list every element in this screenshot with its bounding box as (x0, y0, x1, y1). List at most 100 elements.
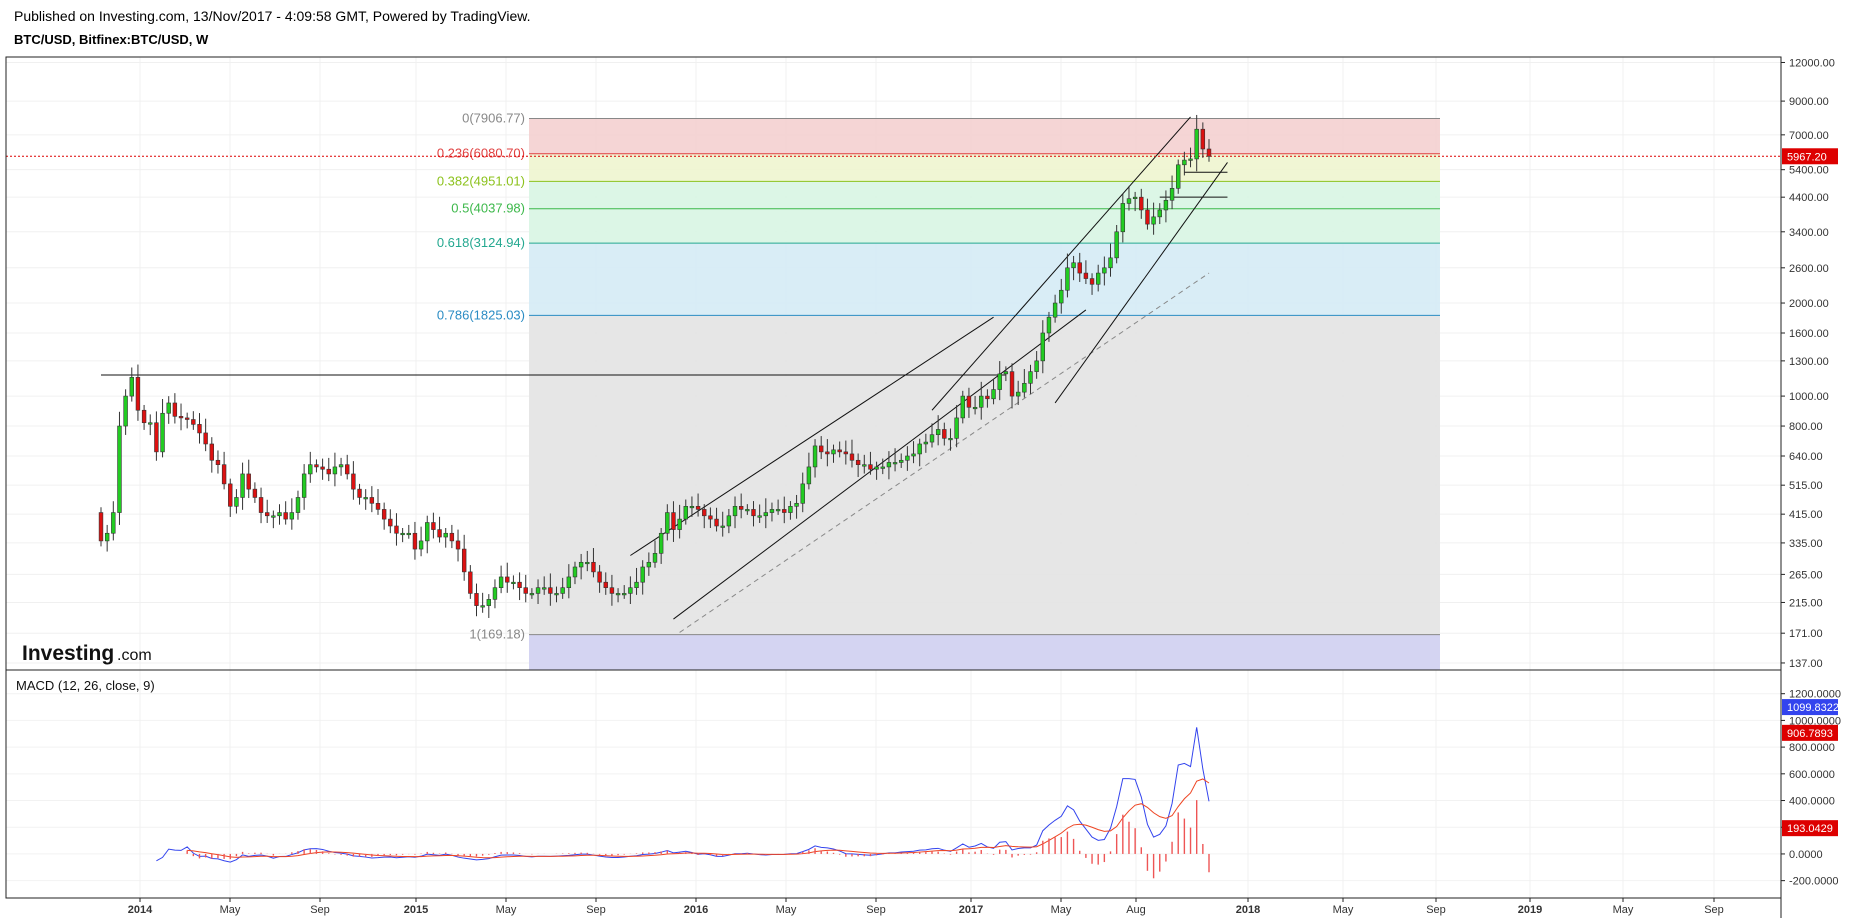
candle-body (1102, 267, 1107, 274)
candle (843, 440, 849, 465)
candle-body (209, 443, 214, 461)
candle (154, 411, 159, 461)
candle-body (905, 455, 910, 461)
candle (166, 396, 171, 424)
candle (615, 588, 621, 603)
candle (234, 489, 239, 514)
time-tick-label: Sep (1704, 904, 1724, 916)
candle (455, 529, 461, 562)
candle (1034, 351, 1039, 379)
candle-body (1126, 198, 1132, 204)
candle (203, 418, 208, 452)
candle-body (172, 402, 178, 417)
candle (1028, 364, 1033, 394)
candle-body (622, 593, 627, 596)
candle (172, 393, 178, 424)
price-tick-label: 9000.00 (1789, 96, 1829, 108)
candle (326, 457, 331, 482)
candle-body (320, 466, 325, 470)
candle (960, 390, 965, 424)
candle (308, 451, 313, 483)
fib-zone (529, 181, 1440, 209)
candle-body (1163, 199, 1169, 211)
macd-tick-label: 400.0000 (1789, 796, 1835, 808)
candle-body (991, 389, 996, 400)
candle (905, 446, 910, 471)
fib-level-label: 0.382(4951.01) (437, 173, 525, 188)
candle-body (708, 515, 713, 520)
candle-body (794, 502, 799, 507)
candle (1188, 147, 1193, 168)
candle (554, 586, 559, 603)
price-tick-label: 2000.00 (1789, 298, 1829, 310)
candle-body (671, 512, 676, 530)
candle (461, 534, 467, 581)
price-tick-label: 7000.00 (1789, 130, 1829, 142)
candle-body (258, 497, 264, 513)
candle (277, 504, 282, 525)
fib-level-label: 0(7906.77) (462, 110, 525, 125)
time-tick-label: 2017 (959, 904, 983, 916)
candle (1102, 256, 1107, 286)
candle (837, 441, 842, 458)
candle-body (831, 449, 836, 455)
candle-body (203, 432, 208, 445)
candle-body (246, 473, 251, 490)
candle (855, 453, 861, 478)
candle-body (677, 518, 682, 530)
candle (505, 562, 510, 593)
candle-body (418, 540, 424, 550)
candle (1022, 369, 1027, 398)
candle (1176, 159, 1181, 194)
candle (880, 458, 885, 475)
candle-body (104, 532, 110, 542)
candle-body (1077, 262, 1082, 274)
candle-body (191, 419, 196, 425)
histogram-value-badge-bg (1782, 820, 1838, 837)
candle-body (886, 462, 892, 468)
candle-body (289, 512, 295, 520)
candle (819, 436, 824, 460)
candle-body (763, 512, 768, 517)
signal-value-badge: 906.7893 (1782, 724, 1838, 741)
candle-body (572, 566, 578, 578)
candle-body (769, 509, 775, 513)
logo-text: Investing (22, 642, 114, 665)
candle-body (369, 497, 375, 504)
trendline (931, 116, 1191, 411)
time-tick-label: 2014 (128, 904, 153, 916)
candle-body (972, 406, 978, 410)
candle (560, 577, 565, 599)
candle-body (480, 605, 485, 608)
chart-frame (5, 56, 1782, 918)
candle (1108, 243, 1113, 277)
candle-body (295, 497, 301, 513)
candle (954, 405, 959, 448)
candle-body (1188, 158, 1193, 161)
fib-level-label: 1(169.18) (469, 627, 525, 642)
candle (622, 585, 627, 599)
candle (1132, 191, 1138, 212)
price-tick-label: 5400.00 (1789, 165, 1829, 177)
candle-body (689, 506, 695, 509)
candle-body (363, 497, 368, 500)
candle-body (326, 468, 331, 475)
current-price-badge: 5967.20 (1782, 148, 1838, 165)
histogram-value-badge: 193.0429 (1782, 820, 1838, 837)
price-tick-label: 415.00 (1789, 509, 1823, 521)
price-tick-label: 171.00 (1789, 628, 1823, 640)
candle-body (640, 566, 645, 583)
candle (1040, 320, 1045, 374)
candle (979, 381, 984, 420)
macd-pane (156, 727, 1210, 879)
candle-body (1009, 371, 1015, 397)
candle (1182, 151, 1187, 176)
candle-body (1059, 289, 1064, 304)
candle-body (388, 518, 393, 527)
candle-body (1200, 128, 1206, 150)
candle-body (899, 459, 904, 463)
candle-body (609, 587, 615, 594)
candle-body (757, 515, 762, 518)
candle-body (240, 473, 245, 498)
